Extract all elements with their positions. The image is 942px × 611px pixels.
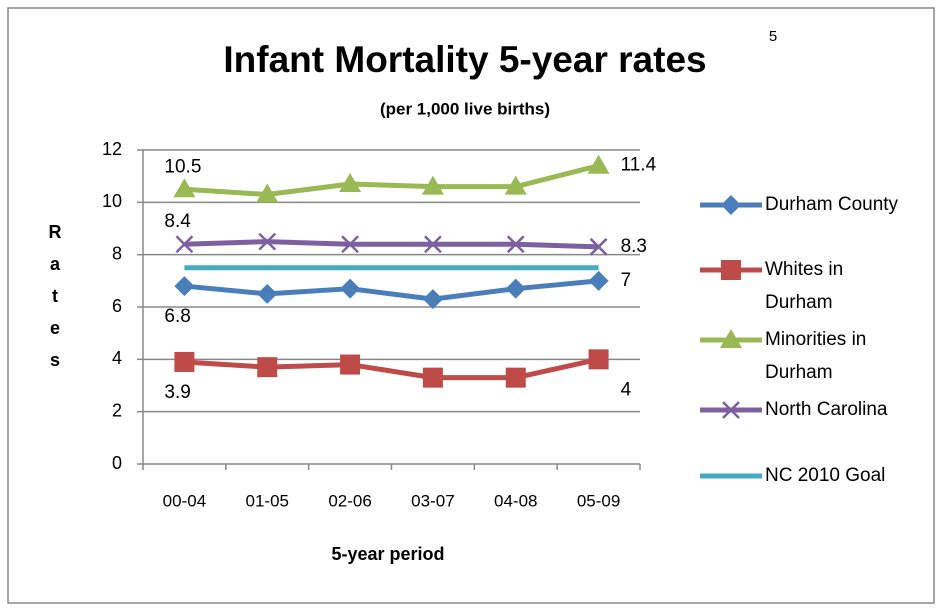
data-label: 3.9 <box>164 382 190 403</box>
data-label: 8.4 <box>164 211 191 232</box>
point-marker <box>257 357 278 378</box>
point-marker <box>258 232 277 251</box>
point-marker <box>174 276 195 297</box>
y-tick-label: 4 <box>112 348 122 368</box>
point-marker <box>340 354 361 375</box>
point-marker <box>720 329 742 348</box>
data-label: 4 <box>621 379 632 400</box>
x-tick-label: 00-04 <box>163 491 206 510</box>
legend-label: North Carolina <box>765 399 888 420</box>
legend-label: Whites in Durham <box>765 259 844 313</box>
point-marker <box>173 178 196 198</box>
point-marker <box>588 349 609 370</box>
point-marker <box>257 283 278 304</box>
x-tick-label: 03-07 <box>411 491 454 510</box>
y-tick-label: 6 <box>112 296 122 316</box>
point-marker <box>588 270 609 291</box>
y-axis-label: Rates <box>45 222 65 382</box>
y-tick-label: 0 <box>112 453 122 473</box>
data-label: 7 <box>621 270 632 291</box>
title-superscript: 5 <box>769 28 777 45</box>
point-marker <box>721 260 741 280</box>
legend-label: Minorities in Durham <box>765 329 867 383</box>
legend-label: NC 2010 Goal <box>765 465 886 486</box>
chart-border <box>7 7 935 604</box>
point-marker <box>587 154 610 174</box>
x-tick-label: 02-06 <box>328 491 371 510</box>
point-marker <box>174 351 195 372</box>
point-marker <box>504 175 527 195</box>
series-line <box>184 356 600 381</box>
data-label: 8.3 <box>621 236 647 257</box>
series-line <box>184 239 599 250</box>
point-marker <box>721 195 741 215</box>
y-tick-label: 12 <box>102 139 122 159</box>
point-marker <box>339 173 362 193</box>
x-axis-label: 5-year period <box>331 544 444 564</box>
series-line <box>184 163 600 197</box>
point-marker <box>505 367 526 388</box>
y-tick-label: 10 <box>102 191 122 211</box>
point-marker <box>422 367 443 388</box>
point-marker <box>175 235 194 254</box>
x-tick-label: 01-05 <box>246 491 289 510</box>
point-marker <box>341 235 359 254</box>
point-marker <box>506 235 525 254</box>
point-marker <box>340 278 361 299</box>
y-tick-label: 2 <box>112 400 122 420</box>
point-marker <box>722 401 740 419</box>
point-marker <box>589 237 608 256</box>
series-line <box>184 278 599 302</box>
legend-label: Durham County <box>765 194 899 215</box>
data-label: 10.5 <box>164 156 201 177</box>
point-marker <box>256 183 279 203</box>
y-tick-label: 8 <box>112 243 122 263</box>
chart-subtitle: (per 1,000 live births) <box>380 99 550 118</box>
x-tick-label: 05-09 <box>577 491 620 510</box>
point-marker <box>505 278 526 299</box>
point-marker <box>421 175 444 195</box>
data-label: 11.4 <box>621 155 657 176</box>
data-label: 6.8 <box>164 306 190 327</box>
x-tick-label: 04-08 <box>494 491 537 510</box>
chart-title: Infant Mortality 5-year rates <box>223 39 706 80</box>
point-marker <box>422 289 443 310</box>
point-marker <box>424 235 442 254</box>
